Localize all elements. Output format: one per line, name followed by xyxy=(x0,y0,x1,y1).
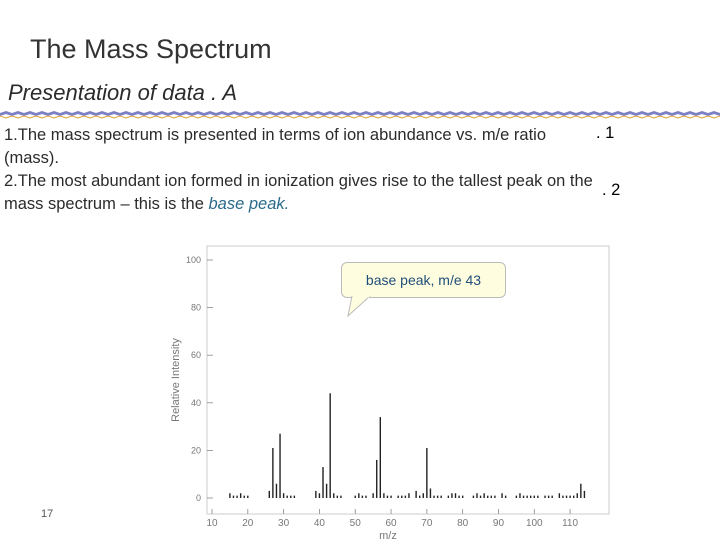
y-tick-label-0: 0 xyxy=(196,493,201,503)
point-2: 2.The most abundant ion formed in ioniza… xyxy=(4,170,604,216)
x-axis-label: m/z xyxy=(379,530,397,540)
slide-title: The Mass Spectrum xyxy=(30,34,272,64)
y-tick-label-100: 100 xyxy=(186,255,201,265)
x-tick-label-30: 30 xyxy=(278,518,290,529)
y-tick-label-80: 80 xyxy=(191,303,201,313)
x-tick-label-10: 10 xyxy=(206,518,218,529)
page-number: 17 xyxy=(41,508,54,520)
base-peak-callout: base peak, m/e 43 xyxy=(341,262,506,298)
x-tick-label-40: 40 xyxy=(314,518,326,529)
y-tick-label-60: 60 xyxy=(191,350,201,360)
point-1-number: . 1 xyxy=(596,124,615,142)
y-axis-label: Relative Intensity xyxy=(170,338,182,422)
x-tick-label-50: 50 xyxy=(350,518,362,529)
point-2-number: . 2 xyxy=(602,181,621,199)
x-tick-label-20: 20 xyxy=(242,518,254,529)
decorative-ribbon xyxy=(0,110,720,120)
x-tick-label-110: 110 xyxy=(562,518,578,529)
callout-tail xyxy=(347,296,371,318)
point-1: 1.The mass spectrum is presented in term… xyxy=(4,124,604,170)
slide-subtitle: Presentation of data . A xyxy=(8,80,238,105)
x-tick-label-60: 60 xyxy=(385,518,397,529)
y-tick-label-20: 20 xyxy=(191,445,201,455)
text-block: 1.The mass spectrum is presented in term… xyxy=(4,124,604,216)
y-tick-label-40: 40 xyxy=(191,398,201,408)
x-tick-label-70: 70 xyxy=(421,518,433,529)
x-tick-label-90: 90 xyxy=(493,518,505,529)
x-tick-label-80: 80 xyxy=(457,518,469,529)
point-2-text: 2.The most abundant ion formed in ioniza… xyxy=(4,172,593,213)
x-tick-label-100: 100 xyxy=(526,518,543,529)
base-peak-highlight: base peak. xyxy=(208,195,290,213)
point-1-text: 1.The mass spectrum is presented in term… xyxy=(4,126,547,167)
